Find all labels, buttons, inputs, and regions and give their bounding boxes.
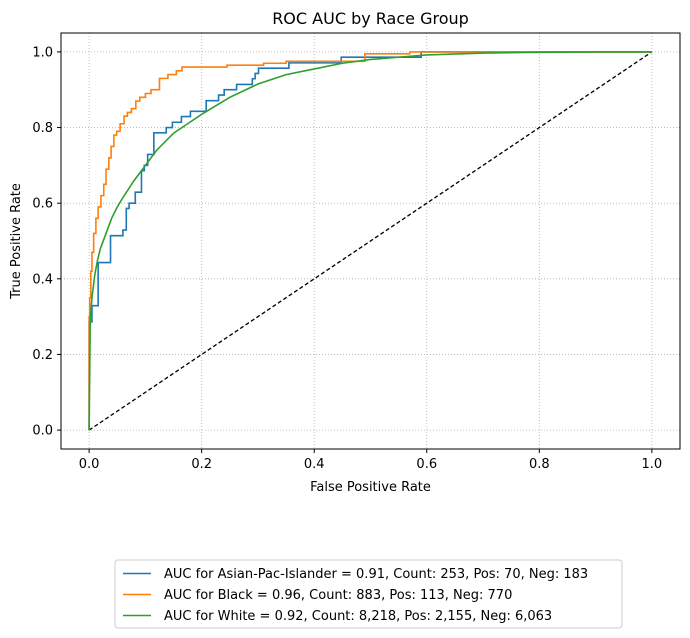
y-tick-label: 0.4	[32, 272, 53, 287]
plot-frame	[60, 32, 681, 450]
axis-ticks: 0.0 0.2 0.4 0.6 0.8 1.0 0.0 0.2 0.4 0.6 0.8 1.0	[32, 45, 662, 472]
y-tick-label: 0.8	[32, 121, 53, 136]
legend: AUC for Asian-Pac-Islander = 0.91, Count…	[114, 559, 623, 629]
y-tick-label: 0.6	[32, 197, 53, 212]
plot-area	[88, 51, 653, 431]
chart-title: ROC AUC by Race Group	[272, 9, 469, 28]
legend-box	[114, 559, 623, 629]
roc-curve-white	[88, 51, 652, 431]
x-tick-label: 0.8	[529, 457, 550, 472]
x-tick-label: 0.6	[416, 457, 437, 472]
x-axis-label: False Positive Rate	[310, 480, 431, 495]
roc-curve-black	[88, 51, 652, 431]
x-tick-label: 1.0	[642, 457, 663, 472]
y-axis-label: True Positive Rate	[9, 183, 24, 300]
y-tick-label: 0.2	[32, 348, 53, 363]
x-tick-label: 0.2	[191, 457, 212, 472]
legend-label-white: AUC for White = 0.92, Count: 8,218, Pos:…	[164, 609, 552, 624]
chance-diagonal	[88, 51, 653, 431]
roc-curve-asian-pac-islander	[88, 51, 652, 431]
y-tick-label: 0.0	[32, 424, 53, 439]
legend-label-black: AUC for Black = 0.96, Count: 883, Pos: 1…	[164, 588, 512, 603]
grid	[61, 33, 680, 449]
y-tick-label: 1.0	[32, 45, 53, 60]
x-tick-label: 0.4	[304, 457, 325, 472]
legend-label-asian-pac-islander: AUC for Asian-Pac-Islander = 0.91, Count…	[164, 567, 588, 582]
x-tick-label: 0.0	[79, 457, 100, 472]
